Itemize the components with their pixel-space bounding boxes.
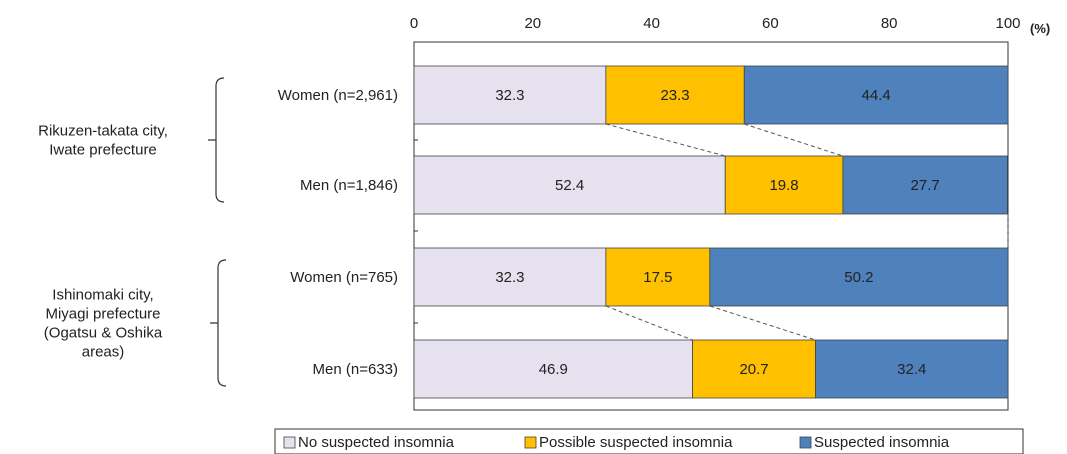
category-label: Men (n=633) bbox=[313, 361, 398, 378]
category-label: Men (n=1,846) bbox=[300, 177, 398, 194]
unit-label: (%) bbox=[1030, 21, 1050, 36]
plot-area: 32.3 23.3 44.4 52.4 19.8 27.7 32.3 17.5 50.2 46.9… bbox=[413, 41, 1009, 411]
legend: No suspected insomnia Possible suspected … bbox=[274, 428, 1024, 454]
plot-frame bbox=[413, 41, 1009, 411]
group-label: Miyagi prefecture bbox=[45, 306, 160, 323]
bar-value-label: 23.3 bbox=[660, 87, 689, 104]
connector-line bbox=[744, 123, 844, 157]
legend-label: Possible suspected insomnia bbox=[539, 434, 733, 451]
group-labels: Rikuzen-takata city, Iwate prefecture Ishi… bbox=[38, 77, 227, 387]
connector-line bbox=[709, 305, 816, 341]
bar-segment bbox=[815, 339, 1009, 399]
bar-segment bbox=[724, 155, 844, 215]
connector-lines bbox=[605, 123, 1009, 341]
group-label: (Ogatsu & Oshika bbox=[44, 325, 163, 342]
bar-value-label: 27.7 bbox=[911, 177, 940, 194]
group-label: Iwate prefecture bbox=[49, 142, 157, 159]
legend-label: Suspected insomnia bbox=[814, 434, 950, 451]
x-tick-label: 100 bbox=[995, 15, 1020, 32]
bar-value-label: 17.5 bbox=[643, 269, 672, 286]
bar-segment bbox=[842, 155, 1008, 215]
legend-swatch bbox=[524, 436, 537, 449]
legend-box bbox=[274, 428, 1024, 454]
x-tick-label: 80 bbox=[881, 15, 898, 32]
legend-label: No suspected insomnia bbox=[298, 434, 455, 451]
category-label: Women (n=2,961) bbox=[278, 87, 398, 104]
bar-segment bbox=[605, 65, 745, 125]
bar-segment bbox=[413, 65, 607, 125]
bar-value-label: 44.4 bbox=[862, 87, 891, 104]
x-tick-label: 20 bbox=[524, 15, 541, 32]
bar-value-label: 20.7 bbox=[739, 361, 768, 378]
bar-value-label: 46.9 bbox=[539, 361, 568, 378]
group-label: Ishinomaki city, bbox=[52, 287, 153, 304]
bar-value-label: 50.2 bbox=[844, 269, 873, 286]
bar-value-label: 52.4 bbox=[555, 177, 584, 194]
bar-segment bbox=[709, 247, 1009, 307]
group-label: areas) bbox=[82, 344, 125, 361]
group-bracket bbox=[210, 259, 227, 387]
bar-value-label: 32.3 bbox=[495, 87, 524, 104]
bar-value-label: 32.4 bbox=[897, 361, 926, 378]
bar-segment bbox=[605, 247, 711, 307]
bar-value-label: 19.8 bbox=[769, 177, 798, 194]
bar-segment bbox=[413, 155, 726, 215]
legend-swatch bbox=[283, 436, 296, 449]
category-labels: Women (n=2,961) Men (n=1,846) Women (n=765… bbox=[278, 87, 398, 378]
bar-segment bbox=[692, 339, 816, 399]
bar-segment bbox=[743, 65, 1009, 125]
category-label: Women (n=765) bbox=[290, 269, 398, 286]
group-bracket bbox=[208, 77, 225, 203]
x-tick-label: 60 bbox=[762, 15, 779, 32]
x-tick-label: 0 bbox=[410, 15, 418, 32]
connector-line bbox=[605, 305, 693, 341]
bar-value-label: 32.3 bbox=[495, 269, 524, 286]
bar-segment bbox=[413, 247, 607, 307]
x-axis: 0 20 40 60 80 100 (%) bbox=[410, 15, 1050, 36]
legend-swatch bbox=[799, 436, 812, 449]
connector-line bbox=[605, 123, 726, 157]
group-label: Rikuzen-takata city, bbox=[38, 123, 168, 140]
x-tick-label: 40 bbox=[643, 15, 660, 32]
